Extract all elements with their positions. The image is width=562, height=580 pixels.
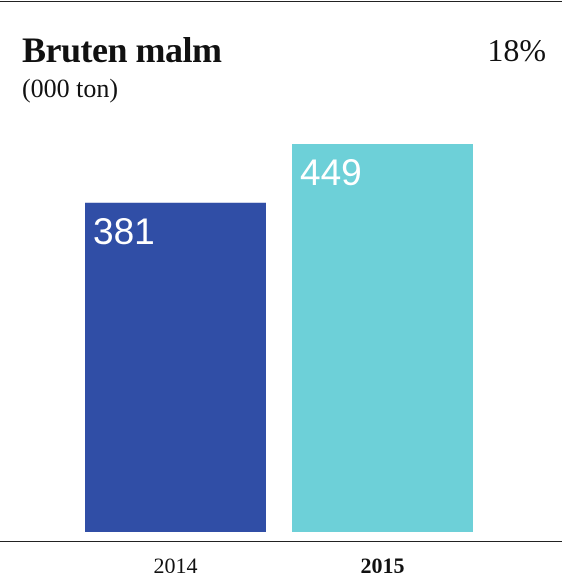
bar-2015 [292, 144, 473, 532]
x-tick-label-2015: 2015 [361, 553, 405, 578]
data-label-2015: 449 [300, 152, 362, 193]
x-tick-label-2014: 2014 [154, 553, 198, 578]
chart-title: Bruten malm [22, 30, 222, 70]
top-rule [0, 1, 562, 2]
data-label-2014: 381 [93, 211, 155, 252]
change-percentage: 18% [487, 32, 546, 68]
baseline-rule [0, 541, 562, 542]
chart-subtitle: (000 ton) [22, 74, 119, 103]
bar-2014 [85, 202, 266, 532]
